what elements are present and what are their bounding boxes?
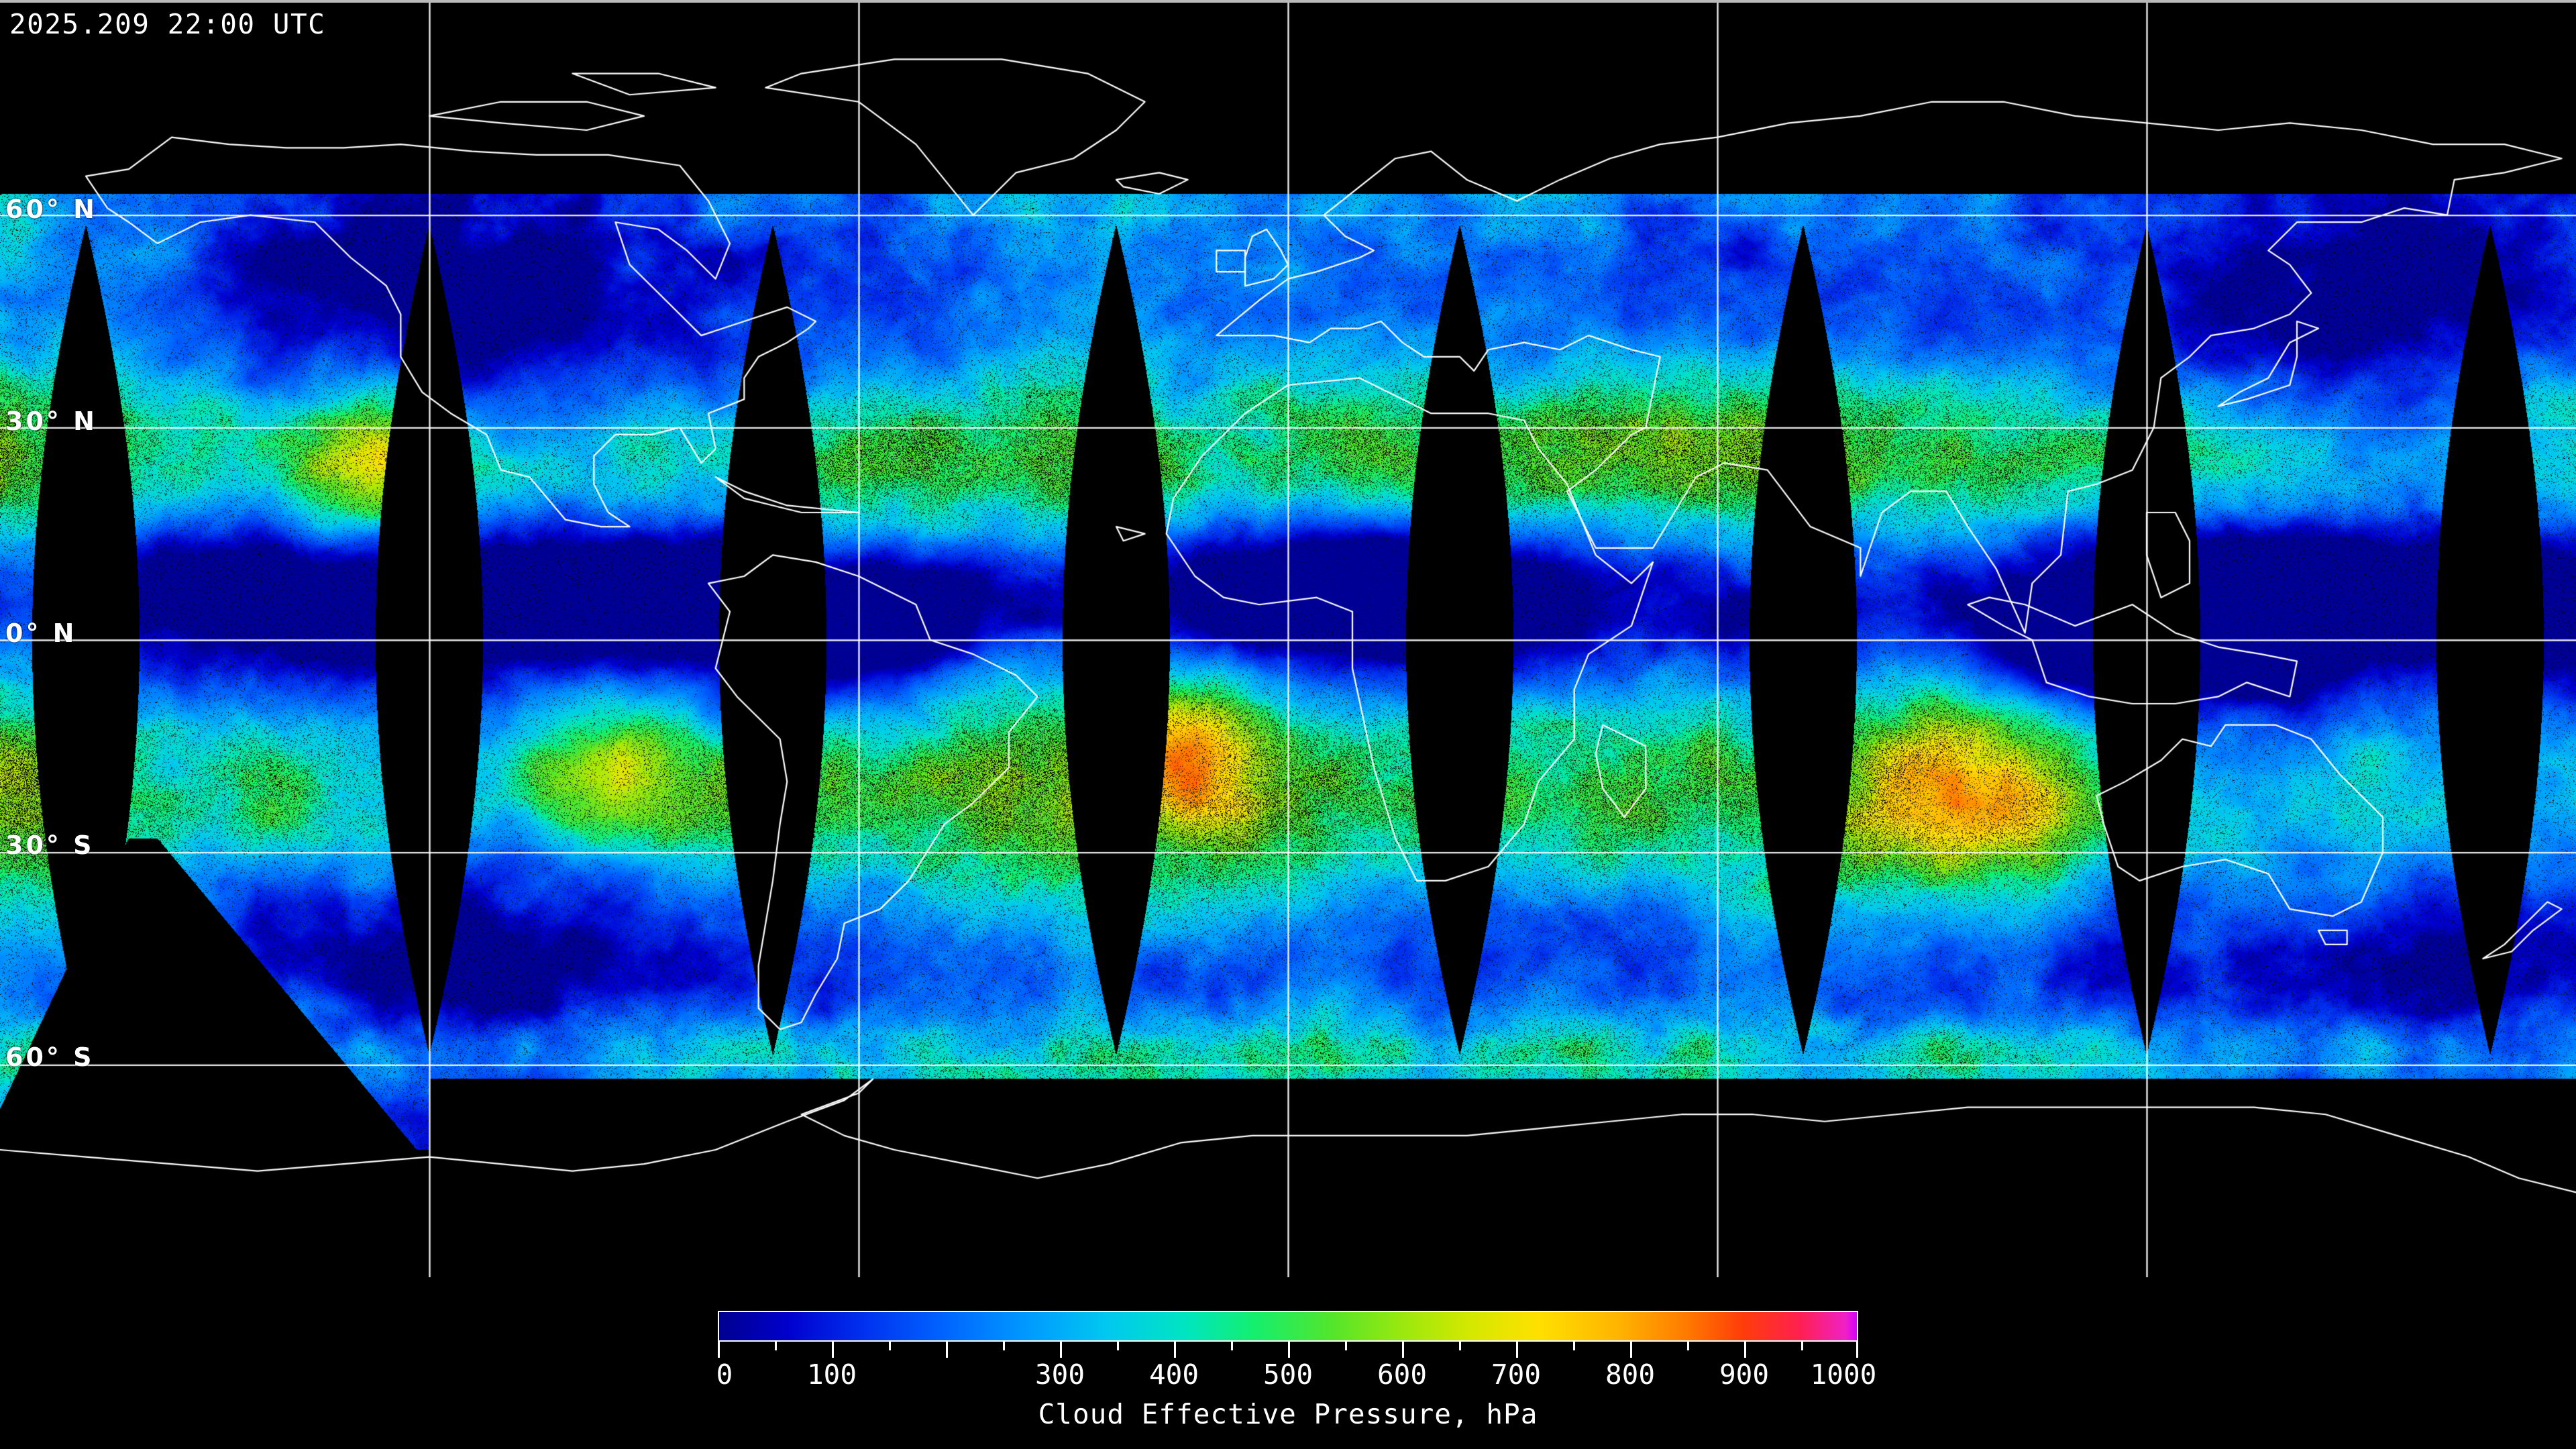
colorbar-gradient [718,1311,1858,1342]
colorbar-tick [1687,1342,1689,1350]
colorbar-wrapper: 0 100 300 400 500 600 700 800 900 1000 [716,1311,1876,1390]
colorbar-tick [1288,1342,1290,1358]
lat-label-30n: 30° N [5,407,97,436]
colorbar-tick [1856,1342,1858,1358]
colorbar-tick-label: 100 [806,1358,857,1391]
top-frame-rule [0,0,2576,3]
colorbar-tick [1117,1342,1119,1350]
colorbar-tick-labels: 0 100 300 400 500 600 700 800 900 1000 [716,1358,1877,1395]
lat-label-60s: 60° S [5,1042,95,1072]
colorbar-tick [1402,1342,1404,1358]
colorbar-tick-label: 1000 [1810,1358,1877,1391]
colorbar-tick [1060,1342,1062,1358]
colorbar-tick [1516,1342,1518,1358]
colorbar-tick [889,1342,891,1350]
colorbar-tick-label: 600 [1377,1358,1428,1391]
lat-label-30s: 30° S [5,830,95,860]
colorbar-tick [1231,1342,1233,1350]
colorbar-tick-label: 500 [1263,1358,1313,1391]
colorbar-ticks [718,1342,1858,1359]
legend-panel: 0 100 300 400 500 600 700 800 900 1000 Cloud Effe… [0,1277,2576,1449]
colorbar-tick-label: 700 [1491,1358,1542,1391]
lat-label-equator: 0° N [5,619,77,648]
colorbar-tick [1345,1342,1347,1350]
colorbar-tick [1459,1342,1461,1350]
colorbar-tick [1744,1342,1746,1358]
colorbar-tick [1003,1342,1005,1350]
colorbar-tick [775,1342,777,1350]
colorbar-tick [718,1342,720,1358]
colorbar-axis-title: Cloud Effective Pressure, hPa [1038,1398,1538,1430]
colorbar-tick-label: 0 [716,1358,733,1391]
colorbar-tick [946,1342,948,1358]
colorbar-tick-label: 300 [1034,1358,1085,1391]
lat-label-60n: 60° N [5,195,97,224]
cloud-pressure-heatmap [0,3,2576,1277]
colorbar-tick [1573,1342,1575,1350]
colorbar-tick [1174,1342,1176,1358]
colorbar-tick [832,1342,834,1358]
colorbar-tick-label: 400 [1148,1358,1199,1391]
timestamp-label: 2025.209 22:00 UTC [9,8,326,40]
map-panel: 2025.209 22:00 UTC 60° N 30° N 0° N 30° … [0,3,2576,1277]
colorbar-tick [1801,1342,1803,1350]
colorbar-tick [1630,1342,1632,1358]
colorbar-tick-label: 800 [1605,1358,1656,1391]
colorbar-tick-label: 900 [1719,1358,1770,1391]
